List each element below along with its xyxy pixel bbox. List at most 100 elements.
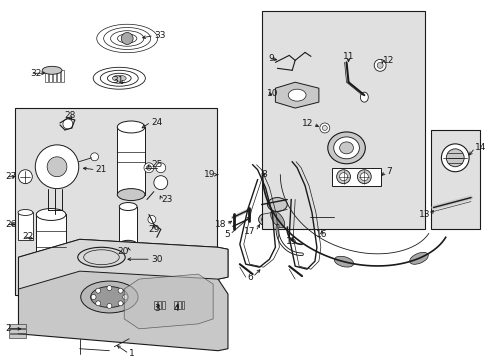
Polygon shape xyxy=(124,274,213,329)
Circle shape xyxy=(446,149,463,167)
Circle shape xyxy=(339,173,347,181)
Bar xyxy=(49,70,52,82)
Ellipse shape xyxy=(117,121,144,133)
Bar xyxy=(158,301,161,309)
Ellipse shape xyxy=(119,240,137,248)
Text: 5: 5 xyxy=(224,230,229,239)
Circle shape xyxy=(146,165,151,170)
Circle shape xyxy=(309,206,333,229)
Ellipse shape xyxy=(81,281,138,313)
Circle shape xyxy=(156,163,165,173)
Ellipse shape xyxy=(36,208,66,220)
Ellipse shape xyxy=(334,256,353,267)
Bar xyxy=(45,70,48,82)
Text: 33: 33 xyxy=(154,31,165,40)
Text: 8: 8 xyxy=(261,170,267,179)
Circle shape xyxy=(107,303,112,309)
Circle shape xyxy=(314,211,328,224)
Circle shape xyxy=(90,153,98,161)
Bar xyxy=(61,70,64,82)
Ellipse shape xyxy=(287,89,305,101)
Text: 26: 26 xyxy=(6,220,17,229)
Circle shape xyxy=(91,294,96,300)
Ellipse shape xyxy=(339,142,353,154)
Bar xyxy=(19,212,33,240)
Ellipse shape xyxy=(261,216,269,223)
Ellipse shape xyxy=(117,189,144,201)
Bar xyxy=(119,207,137,244)
Bar xyxy=(177,301,180,309)
Polygon shape xyxy=(19,239,227,289)
Ellipse shape xyxy=(112,75,126,81)
Ellipse shape xyxy=(90,287,128,307)
Text: 14: 14 xyxy=(474,143,486,152)
Bar xyxy=(9,324,26,328)
Circle shape xyxy=(154,176,167,190)
Ellipse shape xyxy=(119,203,137,211)
Text: 23: 23 xyxy=(162,195,173,204)
Text: 9: 9 xyxy=(268,54,274,63)
Text: 20: 20 xyxy=(118,247,129,256)
Ellipse shape xyxy=(18,210,33,216)
Circle shape xyxy=(122,294,127,300)
Bar xyxy=(15,108,217,295)
Ellipse shape xyxy=(270,211,284,228)
Text: 4: 4 xyxy=(173,305,179,314)
Text: 12: 12 xyxy=(301,120,312,129)
Text: 19: 19 xyxy=(203,170,215,179)
Polygon shape xyxy=(19,239,227,351)
Circle shape xyxy=(373,59,386,71)
Ellipse shape xyxy=(327,132,365,164)
Ellipse shape xyxy=(258,213,272,225)
Circle shape xyxy=(96,288,101,293)
Text: 24: 24 xyxy=(151,117,162,126)
Circle shape xyxy=(360,173,367,181)
Text: 21: 21 xyxy=(95,165,107,174)
Bar xyxy=(173,301,176,309)
Text: 12: 12 xyxy=(382,56,394,65)
Bar xyxy=(9,329,26,333)
Circle shape xyxy=(322,126,326,130)
Bar xyxy=(261,11,424,229)
Text: 3: 3 xyxy=(154,305,160,314)
Ellipse shape xyxy=(36,260,66,272)
Text: 17: 17 xyxy=(244,227,255,236)
Text: 30: 30 xyxy=(151,255,162,264)
Text: 16: 16 xyxy=(315,230,327,239)
Text: 7: 7 xyxy=(386,167,391,176)
Text: 6: 6 xyxy=(246,273,252,282)
Circle shape xyxy=(96,301,101,306)
Circle shape xyxy=(441,144,468,172)
Bar xyxy=(162,301,164,309)
Text: 1: 1 xyxy=(129,349,135,358)
Circle shape xyxy=(35,145,79,189)
Text: 2: 2 xyxy=(6,324,11,333)
Ellipse shape xyxy=(333,137,359,159)
Circle shape xyxy=(63,119,73,129)
Text: 32: 32 xyxy=(30,69,41,78)
Text: 13: 13 xyxy=(418,210,429,219)
Ellipse shape xyxy=(42,66,62,74)
Circle shape xyxy=(19,170,32,184)
Bar xyxy=(36,215,66,266)
Text: 18: 18 xyxy=(214,220,225,229)
Circle shape xyxy=(319,123,329,133)
Circle shape xyxy=(121,32,133,44)
Circle shape xyxy=(118,301,123,306)
Ellipse shape xyxy=(409,252,427,264)
Text: 10: 10 xyxy=(266,89,278,98)
Circle shape xyxy=(357,170,370,184)
Circle shape xyxy=(148,216,156,224)
Polygon shape xyxy=(275,82,318,108)
Circle shape xyxy=(376,62,382,68)
Text: 25: 25 xyxy=(151,160,162,169)
Circle shape xyxy=(336,170,350,184)
Circle shape xyxy=(143,163,154,173)
Text: 15: 15 xyxy=(286,237,297,246)
Bar xyxy=(57,70,60,82)
Circle shape xyxy=(118,288,123,293)
Circle shape xyxy=(47,157,67,177)
Ellipse shape xyxy=(360,92,367,102)
Text: 22: 22 xyxy=(22,232,34,241)
Bar xyxy=(154,301,157,309)
